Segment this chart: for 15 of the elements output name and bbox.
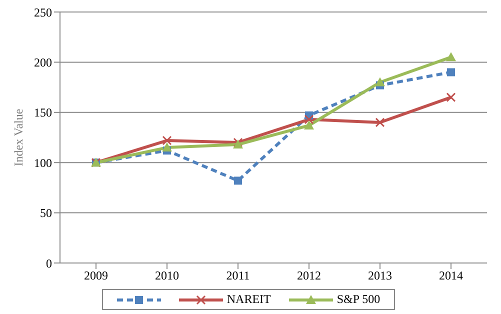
x-tick-label: 2009 (84, 268, 108, 283)
y-tick-label: 0 (46, 256, 52, 270)
x-tick-label: 2012 (297, 268, 321, 283)
x-tick-label: 2011 (226, 268, 250, 283)
x-tick-label: 2014 (439, 268, 463, 283)
y-tick-label: 150 (34, 106, 52, 120)
y-tick-label: 100 (34, 156, 52, 170)
y-axis-title: Index Value (11, 108, 26, 166)
x-tick-label: 2010 (155, 268, 179, 283)
y-tick-label: 250 (34, 5, 52, 20)
y-tick-label: 50 (40, 206, 52, 220)
legend-label: NAREIT (226, 292, 271, 307)
legend-label: S&P 500 (336, 292, 380, 307)
x-tick-label: 2013 (368, 268, 392, 283)
y-tick-label: 200 (34, 55, 52, 70)
